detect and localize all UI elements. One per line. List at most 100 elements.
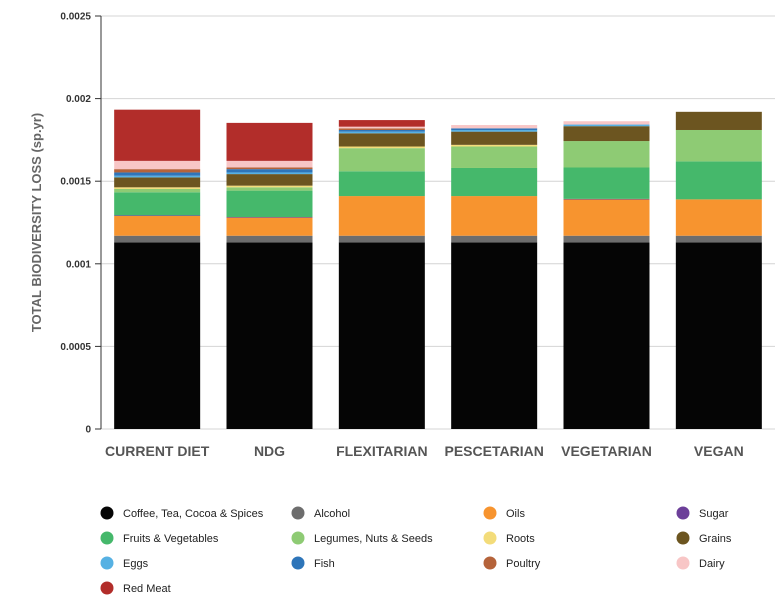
legend-marker [676, 506, 690, 520]
bar-segment [338, 126, 425, 129]
bar-segment [226, 187, 313, 191]
bar-segment [226, 174, 313, 186]
bar-segment [338, 171, 425, 197]
bar-segment [563, 198, 650, 200]
bar-segment [338, 128, 425, 130]
bar-segment [114, 188, 201, 193]
x-tick-label: VEGETARIAN [561, 443, 652, 459]
legend-marker [291, 506, 305, 520]
bar-segment [226, 122, 313, 161]
bar-segment [675, 111, 762, 130]
bar-segment [114, 235, 201, 243]
y-axis-ticks: 0 0.0005 0.001 0.0015 0.002 0.0025 [60, 12, 101, 436]
y-tick-label: 0.0025 [60, 12, 91, 23]
y-tick-label: 0.0015 [60, 177, 91, 188]
legend: Coffee, Tea, Cocoa & Spices Alcohol Oils Su… [100, 506, 732, 595]
legend-marker [100, 506, 114, 520]
bar-segment [451, 146, 538, 168]
legend-label: Fruits & Vegetables [123, 533, 219, 545]
x-tick-label: FLEXITARIAN [336, 443, 428, 459]
x-tick-label: VEGAN [694, 443, 744, 459]
bar-segment [226, 217, 313, 218]
bar-segment [114, 109, 201, 161]
legend-marker [676, 531, 690, 545]
legend-label: Red Meat [123, 583, 171, 595]
bar-segment [226, 160, 313, 168]
bar-segment [451, 144, 538, 147]
bar-segment [451, 125, 538, 129]
bar-segment [338, 148, 425, 172]
legend-label: Alcohol [314, 508, 350, 520]
legend-label: Roots [506, 533, 535, 545]
y-tick-label: 0.001 [66, 259, 91, 270]
bar-segment [114, 175, 201, 178]
bar-segment [563, 121, 650, 125]
x-tick-label: PESCETARIAN [445, 443, 544, 459]
bar-segment [226, 235, 313, 243]
legend-label: Sugar [699, 508, 729, 520]
bar-segment [338, 131, 425, 134]
bar-segment [226, 217, 313, 236]
bar-segment [563, 235, 650, 243]
bar-segment [226, 167, 313, 170]
legend-marker [291, 556, 305, 570]
bar-segment [563, 167, 650, 199]
bar-segment [563, 242, 650, 429]
bar-segment [563, 124, 650, 127]
bar-segment [226, 169, 313, 173]
x-tick-label: NDG [254, 443, 285, 459]
legend-label: Dairy [699, 558, 725, 570]
bar-segment [563, 126, 650, 142]
y-tick-label: 0 [85, 425, 91, 436]
bar-segment [338, 242, 425, 429]
y-axis-label: TOTAL BIODIVERSITY LOSS (sp.yr) [29, 113, 44, 332]
bar-segment [338, 133, 425, 147]
legend-label: Oils [506, 508, 525, 520]
bar-segment [563, 199, 650, 236]
y-tick-label: 0.0005 [60, 342, 91, 353]
bar-segment [675, 242, 762, 429]
bar-segment [338, 120, 425, 127]
bar-segment [451, 235, 538, 243]
legend-marker [483, 506, 497, 520]
bar-segment [114, 215, 201, 216]
legend-label: Fish [314, 558, 335, 570]
bar-segment [675, 129, 762, 162]
bar-segment [675, 199, 762, 236]
bar-segment [338, 146, 425, 149]
bar-segment [451, 242, 538, 429]
bar-segment [114, 177, 201, 188]
legend-label: Eggs [123, 558, 149, 570]
bar-segment [226, 172, 313, 175]
x-axis-ticks: CURRENT DIET NDG FLEXITARIAN PESCETARIAN VEG… [105, 443, 744, 459]
bar-segment [114, 215, 201, 236]
bar-segment [563, 141, 650, 168]
legend-label: Grains [699, 533, 732, 545]
bar-segment [338, 196, 425, 236]
x-tick-label: CURRENT DIET [105, 443, 210, 459]
bar-segment [226, 242, 313, 429]
bar-segment [114, 242, 201, 429]
legend-label: Legumes, Nuts & Seeds [314, 533, 433, 545]
legend-marker [676, 556, 690, 570]
legend-marker [100, 531, 114, 545]
legend-label: Coffee, Tea, Cocoa & Spices [123, 508, 264, 520]
bar-segment [114, 160, 201, 170]
bar-segment [451, 196, 538, 236]
bars [114, 109, 762, 429]
legend-marker [483, 556, 497, 570]
bar-segment [338, 235, 425, 243]
bar-segment [675, 161, 762, 200]
bar-segment [451, 128, 538, 130]
y-tick-label: 0.002 [66, 94, 91, 105]
bar-segment [451, 131, 538, 145]
bar-segment [114, 187, 201, 189]
bar-segment [451, 167, 538, 197]
legend-label: Poultry [506, 558, 541, 570]
bar-segment [675, 235, 762, 243]
bar-segment [451, 129, 538, 132]
legend-marker [291, 531, 305, 545]
bar-segment [114, 192, 201, 216]
legend-marker [100, 581, 114, 595]
